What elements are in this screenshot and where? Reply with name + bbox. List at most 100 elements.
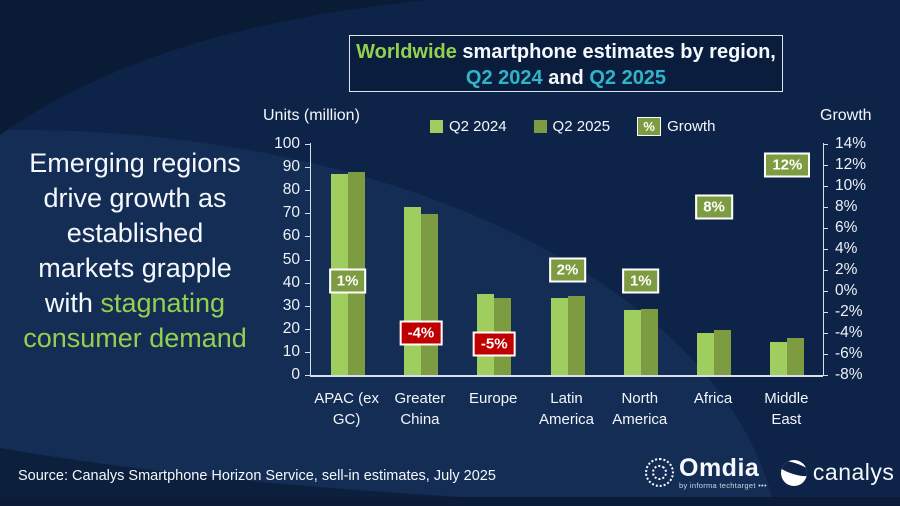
right-axis-tick--6 — [823, 354, 828, 355]
left-axis-label-40: 40 — [282, 273, 300, 291]
category-label-greater-china: Greater China — [394, 390, 446, 428]
left-axis-label-70: 70 — [282, 204, 300, 222]
legend-item-growth: % Growth — [637, 117, 715, 136]
x-axis-baseline — [310, 375, 823, 377]
left-axis-tick-10 — [305, 351, 310, 353]
legend-label-q2-2024: Q2 2024 — [449, 118, 507, 135]
headline-line: with stagnating — [2, 286, 268, 321]
right-axis-label--6: -6% — [835, 345, 863, 362]
right-axis-label-12: 12% — [835, 156, 867, 173]
legend-swatch-q2-2025 — [533, 120, 547, 133]
left-axis-tick-50 — [305, 259, 310, 261]
text-segment: Q2 2024 — [465, 67, 543, 89]
right-axis-label-4: 4% — [835, 240, 858, 257]
bar-q2-2025-north-america — [640, 308, 658, 375]
bar-q2-2024-latin-america — [550, 297, 568, 375]
left-axis-label-50: 50 — [282, 250, 300, 268]
left-axis-label-0: 0 — [291, 366, 300, 383]
legend: Q2 2024 Q2 2025 % Growth — [430, 117, 715, 136]
text-segment: markets grapple — [38, 253, 232, 283]
growth-badge-africa: 8% — [695, 194, 733, 220]
left-axis-tick-90 — [305, 167, 310, 169]
text-segment: Q2 2025 — [589, 67, 667, 89]
right-axis-label--4: -4% — [835, 324, 863, 341]
category-label-north-america: North America — [612, 390, 668, 428]
right-axis-tick-10 — [823, 186, 828, 187]
text-segment: smartphone estimates by region, — [456, 41, 776, 63]
left-axis-tick-80 — [305, 190, 310, 192]
category-label-middle-east: Middle East — [764, 390, 809, 428]
source-note: Source: Canalys Smartphone Horizon Servi… — [18, 468, 496, 484]
chart-title-box: Worldwide smartphone estimates by region… — [349, 35, 783, 92]
left-axis-label-90: 90 — [282, 158, 300, 176]
right-axis-tick--2 — [823, 312, 828, 313]
headline-line: drive growth as — [2, 181, 268, 216]
omdia-logo: Omdia by informa techtarget ••• — [645, 455, 767, 490]
left-axis-label-20: 20 — [282, 319, 300, 337]
text-segment: with — [44, 288, 101, 318]
chart-title-line2: Q2 2024 and Q2 2025 — [350, 65, 782, 91]
category-label-europe: Europe — [469, 390, 518, 407]
bar-q2-2024-north-america — [623, 309, 641, 375]
text-segment: and — [542, 67, 590, 89]
growth-badge-latin-america: 2% — [548, 257, 587, 283]
background-bottom-strip — [0, 497, 900, 506]
left-axis-tick-60 — [305, 236, 310, 238]
growth-badge-north-america: 1% — [621, 268, 660, 293]
headline-line: Emerging regions — [2, 146, 268, 181]
right-axis-tick-4 — [823, 249, 828, 250]
growth-badge-greater-china: -4% — [399, 320, 443, 346]
canalys-logo-icon — [780, 459, 807, 486]
text-segment: stagnating — [100, 288, 226, 318]
legend-label-q2-2025: Q2 2025 — [552, 118, 611, 135]
category-label-africa: Africa — [693, 390, 733, 407]
left-axis-line — [310, 143, 311, 375]
left-axis-label-80: 80 — [282, 181, 300, 199]
background-footer-swoosh — [0, 448, 640, 506]
canalys-wordmark: canalys — [812, 459, 895, 485]
left-axis-tick-0 — [305, 375, 310, 376]
left-axis-tick-30 — [305, 305, 310, 307]
left-axis-tick-40 — [305, 282, 310, 284]
text-segment: consumer demand — [23, 323, 247, 353]
text-segment: drive growth as — [43, 183, 227, 213]
left-axis-label-30: 30 — [282, 296, 300, 314]
left-axis-tick-20 — [305, 328, 310, 330]
growth-badge-europe: -5% — [472, 331, 516, 356]
right-axis-tick--8 — [823, 375, 828, 376]
text-segment: Emerging regions — [29, 148, 241, 178]
left-axis-label-100: 100 — [274, 135, 300, 152]
omdia-wordmark: Omdia — [679, 454, 760, 482]
headline-line: consumer demand — [2, 321, 268, 356]
legend-label-growth: Growth — [667, 118, 716, 135]
legend-percent-badge-icon: % — [637, 117, 662, 136]
right-axis-tick-2 — [823, 270, 828, 271]
right-axis-title: Growth — [820, 107, 872, 124]
right-axis-tick-12 — [823, 165, 828, 166]
right-axis-label-6: 6% — [835, 219, 858, 236]
bar-q2-2025-greater-china — [420, 213, 438, 375]
growth-badge-apac-ex-gc: 1% — [328, 268, 367, 293]
bar-q2-2025-africa — [714, 329, 732, 375]
canalys-logo: canalys — [780, 459, 895, 486]
bar-q2-2024-middle-east — [770, 342, 788, 375]
legend-item-q2-2024: Q2 2024 — [430, 118, 507, 135]
left-axis-label-10: 10 — [282, 342, 300, 360]
right-axis-tick--4 — [823, 333, 828, 334]
headline-line: established — [2, 216, 268, 251]
text-segment: established — [66, 218, 204, 248]
bar-q2-2024-africa — [697, 333, 715, 375]
omdia-tagline: by informa techtarget ••• — [679, 481, 767, 490]
right-axis-tick-0 — [823, 291, 828, 292]
right-axis-tick-8 — [823, 207, 828, 208]
left-axis-tick-70 — [305, 213, 310, 215]
right-axis-tick-6 — [823, 228, 828, 229]
omdia-logo-icon — [645, 458, 674, 487]
right-axis-tick-14 — [823, 144, 828, 145]
omdia-logo-text: Omdia by informa techtarget ••• — [679, 455, 767, 490]
right-axis-label--8: -8% — [835, 366, 863, 383]
growth-badge-middle-east: 12% — [764, 152, 811, 178]
right-axis-label--2: -2% — [835, 303, 863, 320]
chart-title-line1: Worldwide smartphone estimates by region… — [350, 39, 782, 65]
left-axis-tick-100 — [305, 144, 310, 145]
